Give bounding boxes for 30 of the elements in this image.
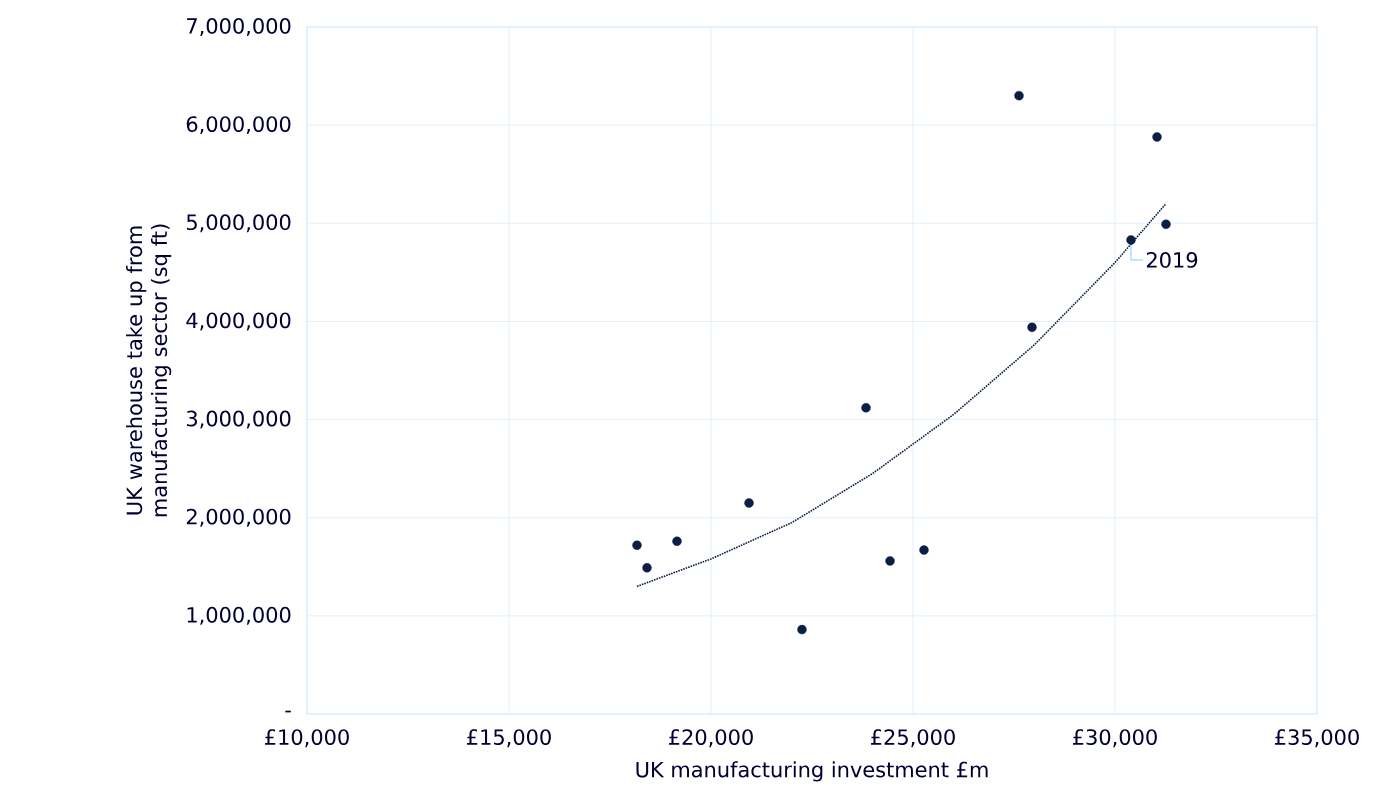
y-tick-label: 3,000,000	[186, 410, 291, 429]
point	[885, 556, 895, 566]
point	[642, 563, 652, 573]
point	[861, 403, 871, 413]
y-tick-label: 7,000,000	[187, 18, 291, 36]
point	[1126, 235, 1136, 245]
point	[1161, 219, 1171, 229]
point	[919, 545, 929, 555]
point	[797, 624, 807, 635]
x-axis-title: UK manufacturing investment £m	[636, 761, 988, 782]
x-tick-label: £30,000	[1073, 729, 1157, 748]
y-tick-label: 1,000,000	[187, 606, 291, 625]
point	[632, 540, 642, 550]
y-tick-label: 2,000,000	[186, 508, 291, 527]
y-tick-label: 4,000,000	[186, 312, 291, 331]
annotation: 2019	[1146, 252, 1198, 268]
point	[1152, 132, 1162, 142]
x-tick-label: £35,000	[1275, 729, 1359, 748]
point	[744, 498, 754, 508]
y-tick-label: -	[285, 710, 291, 713]
x-tick-label: £15,000	[467, 729, 551, 748]
x-tick-label: £25,000	[871, 729, 955, 748]
point	[1014, 90, 1024, 101]
y-tick-label: 6,000,000	[186, 116, 291, 135]
x-tick-label: £10,000	[265, 729, 349, 748]
y-tick-label: 5,000,000	[186, 214, 291, 233]
point	[672, 536, 682, 546]
y-axis-title: UK warehouse take up from manufacturing sector (sq ft)	[126, 224, 172, 517]
x-tick-label: £20,000	[669, 729, 753, 748]
point	[1027, 322, 1037, 332]
